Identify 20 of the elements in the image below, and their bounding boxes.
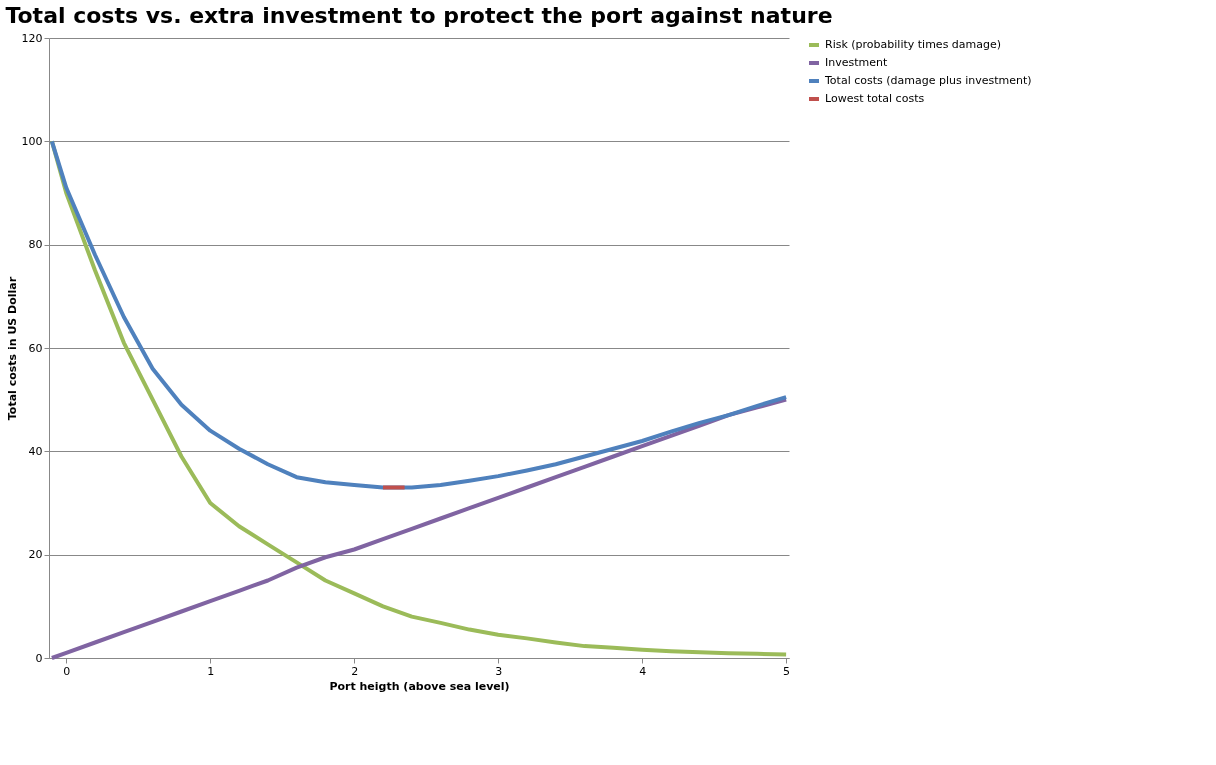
x-axis-title: Port heigth (above sea level) xyxy=(329,679,510,693)
chart-title: Total costs vs. extra investment to protect the port against nature xyxy=(5,3,833,28)
x-tick-label: 4 xyxy=(639,664,647,678)
x-tick-label: 2 xyxy=(351,664,359,678)
y-tick-label: 40 xyxy=(28,444,43,458)
legend-label: Risk (probability times damage) xyxy=(825,38,1002,51)
y-tick-label: 80 xyxy=(28,238,43,252)
x-tick-label: 1 xyxy=(207,664,215,678)
y-tick-label: 20 xyxy=(28,548,43,562)
y-tick-label: 60 xyxy=(28,341,43,355)
x-tick-label: 5 xyxy=(783,664,791,678)
legend-label: Total costs (damage plus investment) xyxy=(824,74,1032,87)
x-tick-label: 0 xyxy=(63,664,71,678)
y-axis-title: Total costs in US Dollar xyxy=(5,276,19,421)
y-tick-label: 100 xyxy=(21,134,43,148)
y-tick-label: 0 xyxy=(35,651,43,665)
legend-label: Investment xyxy=(825,56,888,69)
legend-label: Lowest total costs xyxy=(825,92,925,105)
x-tick-label: 3 xyxy=(495,664,503,678)
y-tick-label: 120 xyxy=(21,31,43,45)
